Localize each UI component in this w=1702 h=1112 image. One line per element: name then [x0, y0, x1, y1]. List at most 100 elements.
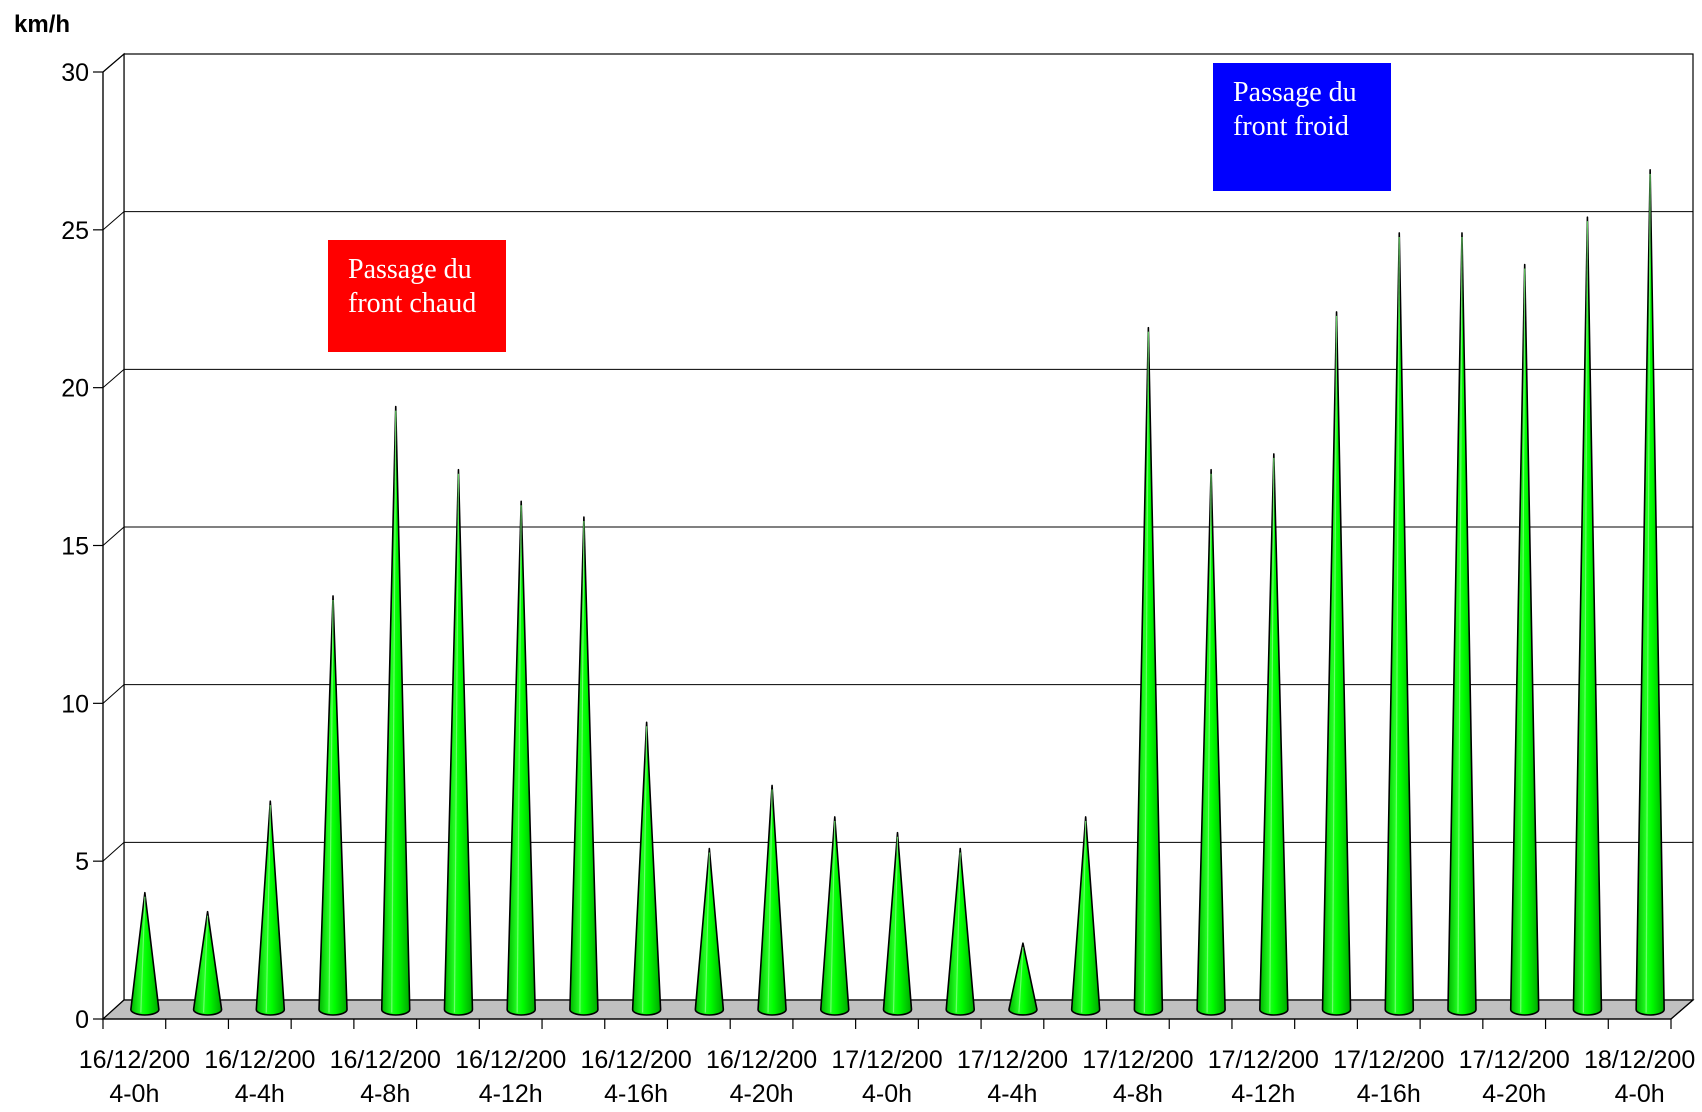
cone-12 — [819, 816, 850, 1016]
annotation-box — [1213, 63, 1391, 191]
cone-body — [1196, 468, 1226, 1016]
cone-body — [506, 500, 536, 1016]
cone-body — [130, 891, 160, 1016]
cone-highlight — [767, 789, 773, 1013]
cone-15 — [1008, 942, 1038, 1016]
gridline-side — [102, 368, 125, 389]
cone-9 — [631, 721, 662, 1016]
cone-highlight — [265, 805, 271, 1013]
x-tick-label: 16/12/200 4-8h — [330, 1046, 441, 1108]
gridline-side — [102, 526, 125, 546]
x-tick-label: 18/12/200 4-0h — [1584, 1046, 1695, 1108]
cone-highlight — [1206, 473, 1212, 1013]
cone-highlight — [704, 852, 710, 1013]
cone-body — [569, 516, 599, 1016]
cone-body — [819, 816, 850, 1016]
cone-6 — [443, 468, 474, 1016]
cone-10 — [694, 847, 725, 1016]
cone-16 — [1070, 816, 1101, 1016]
x-tick-label: 17/12/200 4-12h — [1208, 1046, 1319, 1108]
cone-body — [380, 405, 411, 1016]
y-tick-label: 10 — [61, 690, 89, 718]
x-tick-label: 16/12/200 4-0h — [79, 1046, 190, 1108]
cone-body — [1321, 311, 1352, 1016]
cone-highlight — [892, 836, 899, 1013]
cone-highlight — [955, 852, 961, 1013]
cone-2 — [192, 910, 223, 1016]
cone-highlight — [1143, 331, 1149, 1013]
x-tick-label: 17/12/200 4-0h — [831, 1046, 942, 1108]
cone-highlight — [328, 599, 334, 1013]
cone-19 — [1259, 453, 1289, 1016]
x-tick-label: 16/12/200 4-4h — [204, 1046, 315, 1108]
gridline-side — [102, 211, 125, 231]
y-tick-label: 25 — [61, 217, 89, 245]
gridline-side — [102, 684, 125, 704]
cone-body — [1133, 326, 1164, 1016]
x-tick-label: 16/12/200 4-16h — [581, 1046, 692, 1108]
cone-highlight — [391, 410, 397, 1013]
cone-highlight — [830, 820, 836, 1013]
cone-body — [443, 468, 474, 1016]
x-tick-label: 17/12/200 4-16h — [1333, 1046, 1444, 1108]
cone-25 — [1635, 169, 1665, 1016]
cone-body — [255, 800, 286, 1016]
cone-body — [631, 721, 662, 1016]
cone-highlight — [516, 505, 522, 1013]
cone-20 — [1321, 311, 1352, 1016]
y-tick-label: 0 — [75, 1006, 89, 1034]
cone-highlight — [1018, 947, 1024, 1013]
x-tick-label: 17/12/200 4-4h — [957, 1046, 1068, 1108]
cone-8 — [569, 516, 599, 1016]
y-tick-label: 15 — [61, 533, 89, 561]
cone-body — [694, 847, 725, 1016]
cone-1 — [130, 891, 160, 1016]
cone-highlight — [1582, 221, 1589, 1013]
x-tick-label: 17/12/200 4-20h — [1459, 1046, 1570, 1108]
cone-body — [1008, 942, 1038, 1016]
cone-4 — [318, 595, 348, 1016]
cone-5 — [380, 405, 411, 1016]
cone-highlight — [1520, 268, 1526, 1013]
cone-highlight — [453, 473, 460, 1013]
y-axis-unit-label: km/h — [14, 11, 70, 38]
cone-body — [882, 831, 913, 1016]
cone-highlight — [1331, 315, 1338, 1013]
cone-body — [1070, 816, 1101, 1016]
cone-body — [1572, 216, 1603, 1016]
x-tick-label: 16/12/200 4-20h — [706, 1046, 817, 1108]
cone-body — [757, 784, 787, 1016]
cone-body — [318, 595, 348, 1016]
chart-cones — [130, 169, 1665, 1016]
y-tick-label: 20 — [61, 375, 89, 403]
cone-highlight — [140, 896, 146, 1013]
gridline-side — [102, 53, 125, 73]
cone-18 — [1196, 468, 1226, 1016]
cone-highlight — [1394, 236, 1400, 1013]
cone-13 — [882, 831, 913, 1016]
cone-highlight — [579, 521, 585, 1013]
cone-body — [1384, 232, 1415, 1016]
x-tick-label: 17/12/200 4-8h — [1082, 1046, 1193, 1108]
y-tick-label: 30 — [61, 59, 89, 87]
cone-body — [1509, 263, 1540, 1016]
cone-body — [945, 847, 976, 1016]
cone-7 — [506, 500, 536, 1016]
x-axis-edge — [1670, 999, 1694, 1020]
cone-22 — [1447, 232, 1477, 1016]
cone-11 — [757, 784, 787, 1016]
x-tick-label: 16/12/200 4-12h — [455, 1046, 566, 1108]
annotation-text: Passage du front froid — [1233, 77, 1357, 142]
annotation-box — [328, 240, 506, 352]
annotation-text: Passage du front chaud — [348, 254, 476, 319]
cone-body — [192, 910, 223, 1016]
cone-3 — [255, 800, 286, 1016]
cone-24 — [1572, 216, 1603, 1016]
warm-front-annotation: Passage du front chaud — [328, 240, 506, 352]
cone-14 — [945, 847, 976, 1016]
cone-highlight — [642, 726, 648, 1013]
gridline-side — [102, 841, 125, 862]
y-tick-label: 5 — [75, 848, 89, 876]
